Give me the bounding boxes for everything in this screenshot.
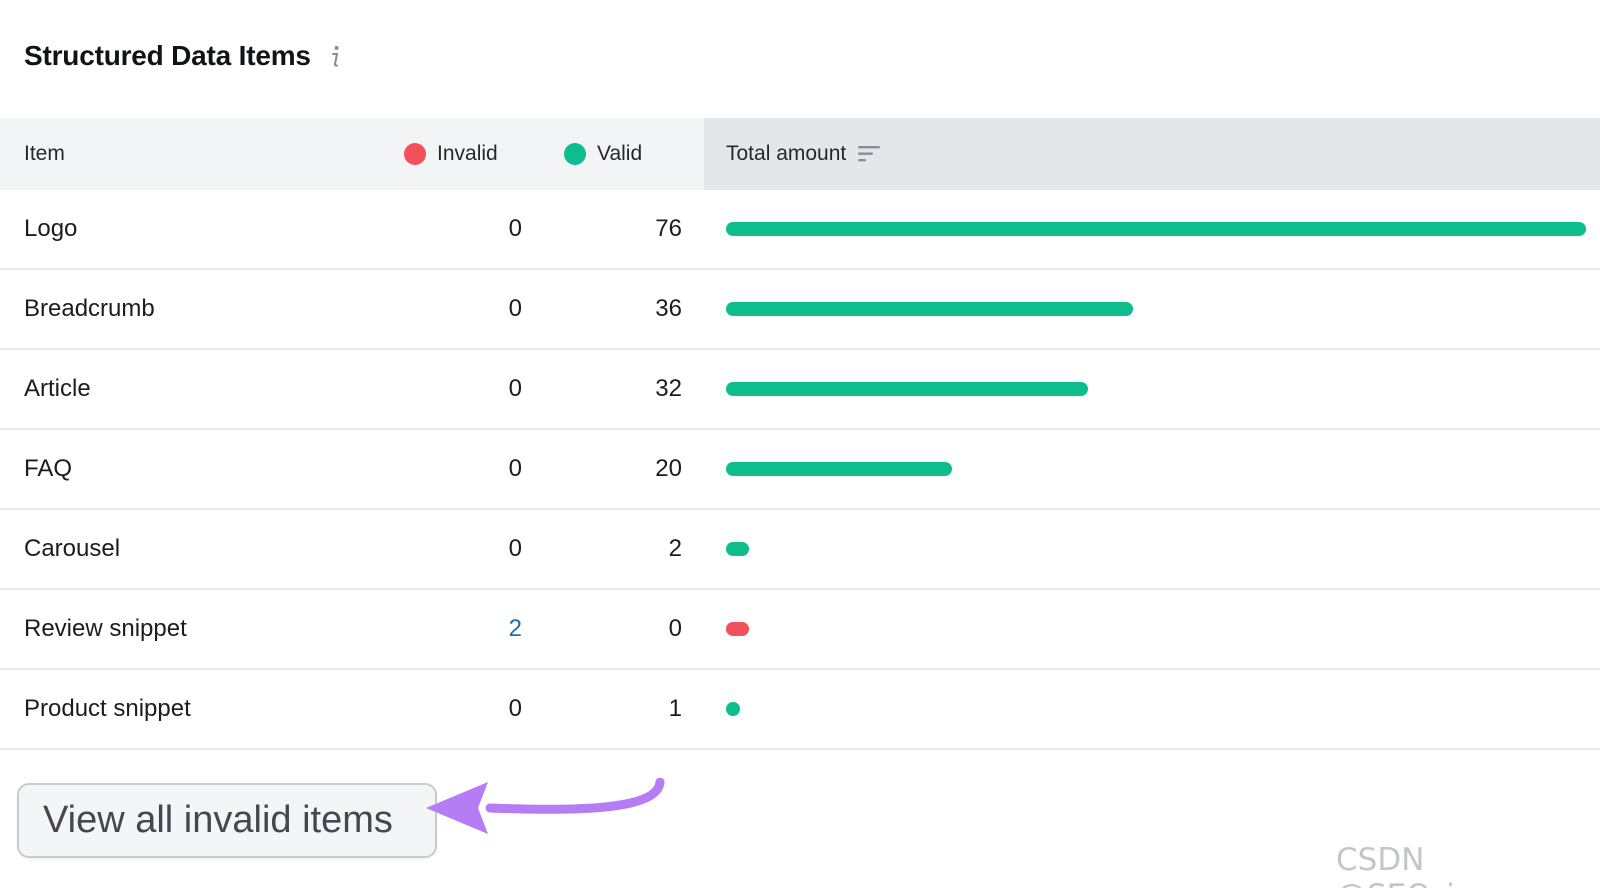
column-header-total-label[interactable]: Total amount xyxy=(726,142,847,165)
row-invalid-count[interactable]: 2 xyxy=(508,615,522,642)
row-valid-count: 20 xyxy=(655,455,682,482)
row-item-name: Logo xyxy=(24,215,78,242)
widget-header: Structured Data Items xyxy=(24,36,345,76)
total-amount-bar-track xyxy=(726,622,1586,636)
row-valid-count: 76 xyxy=(655,215,682,242)
valid-legend-dot xyxy=(564,143,586,165)
total-column-header-bg xyxy=(704,118,1600,190)
view-all-invalid-items-label[interactable]: View all invalid items xyxy=(43,799,393,841)
row-valid-count: 36 xyxy=(655,295,682,322)
total-amount-bar-track xyxy=(726,462,1586,476)
table-row: Product snippet 0 1 xyxy=(0,670,1600,750)
sort-icon[interactable] xyxy=(858,144,881,164)
info-icon[interactable] xyxy=(327,42,345,70)
table-row: Carousel 0 2 xyxy=(0,510,1600,590)
table-row: Article 0 32 xyxy=(0,350,1600,430)
row-valid-count: 1 xyxy=(668,695,682,722)
row-valid-count: 32 xyxy=(655,375,682,402)
total-amount-bar-track xyxy=(726,382,1586,396)
table-header: Item Invalid Valid Total amount xyxy=(0,118,1600,190)
table-row: Logo 0 76 xyxy=(0,190,1600,270)
total-amount-bar xyxy=(726,382,1088,396)
structured-data-table: Item Invalid Valid Total amount Logo 0 76 B… xyxy=(0,118,1600,750)
row-item-name: Article xyxy=(24,375,91,402)
column-header-invalid: Invalid xyxy=(404,118,498,190)
row-item-name: Breadcrumb xyxy=(24,295,155,322)
row-invalid-count: 0 xyxy=(508,455,522,482)
table-row: FAQ 0 20 xyxy=(0,430,1600,510)
view-all-invalid-items-button[interactable]: View all invalid items xyxy=(17,783,437,858)
total-amount-bar-track xyxy=(726,222,1586,236)
column-header-valid-label: Valid xyxy=(597,142,643,165)
column-header-item-label: Item xyxy=(24,142,65,165)
invalid-legend-dot xyxy=(404,143,426,165)
row-invalid-count: 0 xyxy=(508,215,522,242)
table-row: Breadcrumb 0 36 xyxy=(0,270,1600,350)
total-amount-bar xyxy=(726,622,749,636)
row-item-name: Review snippet xyxy=(24,615,187,642)
row-invalid-count: 0 xyxy=(508,535,522,562)
column-header-invalid-label: Invalid xyxy=(437,142,498,165)
row-valid-count: 0 xyxy=(668,615,682,642)
column-header-item: Item xyxy=(24,118,65,190)
table-body: Logo 0 76 Breadcrumb 0 36 Article 0 32 FAQ 0 20 Caro… xyxy=(0,190,1600,750)
row-invalid-count: 0 xyxy=(508,375,522,402)
total-amount-bar-track xyxy=(726,702,1586,716)
total-amount-bar xyxy=(726,222,1586,236)
total-amount-bar xyxy=(726,462,952,476)
column-header-valid: Valid xyxy=(564,118,642,190)
row-item-name: Product snippet xyxy=(24,695,191,722)
total-amount-bar-track xyxy=(726,302,1586,316)
row-item-name: Carousel xyxy=(24,535,121,562)
total-amount-bar xyxy=(726,702,740,716)
row-valid-count: 2 xyxy=(668,535,682,562)
column-header-total[interactable]: Total amount xyxy=(726,118,881,190)
row-invalid-count: 0 xyxy=(508,295,522,322)
table-row: Review snippet 2 0 xyxy=(0,590,1600,670)
widget-title: Structured Data Items xyxy=(24,40,311,71)
row-invalid-count: 0 xyxy=(508,695,522,722)
row-item-name: FAQ xyxy=(24,455,73,482)
total-amount-bar-track xyxy=(726,542,1586,556)
pointer-arrow-icon xyxy=(426,778,665,834)
total-amount-bar xyxy=(726,302,1133,316)
total-amount-bar xyxy=(726,542,749,556)
watermark: CSDN @SEO_juper xyxy=(1336,842,1526,888)
